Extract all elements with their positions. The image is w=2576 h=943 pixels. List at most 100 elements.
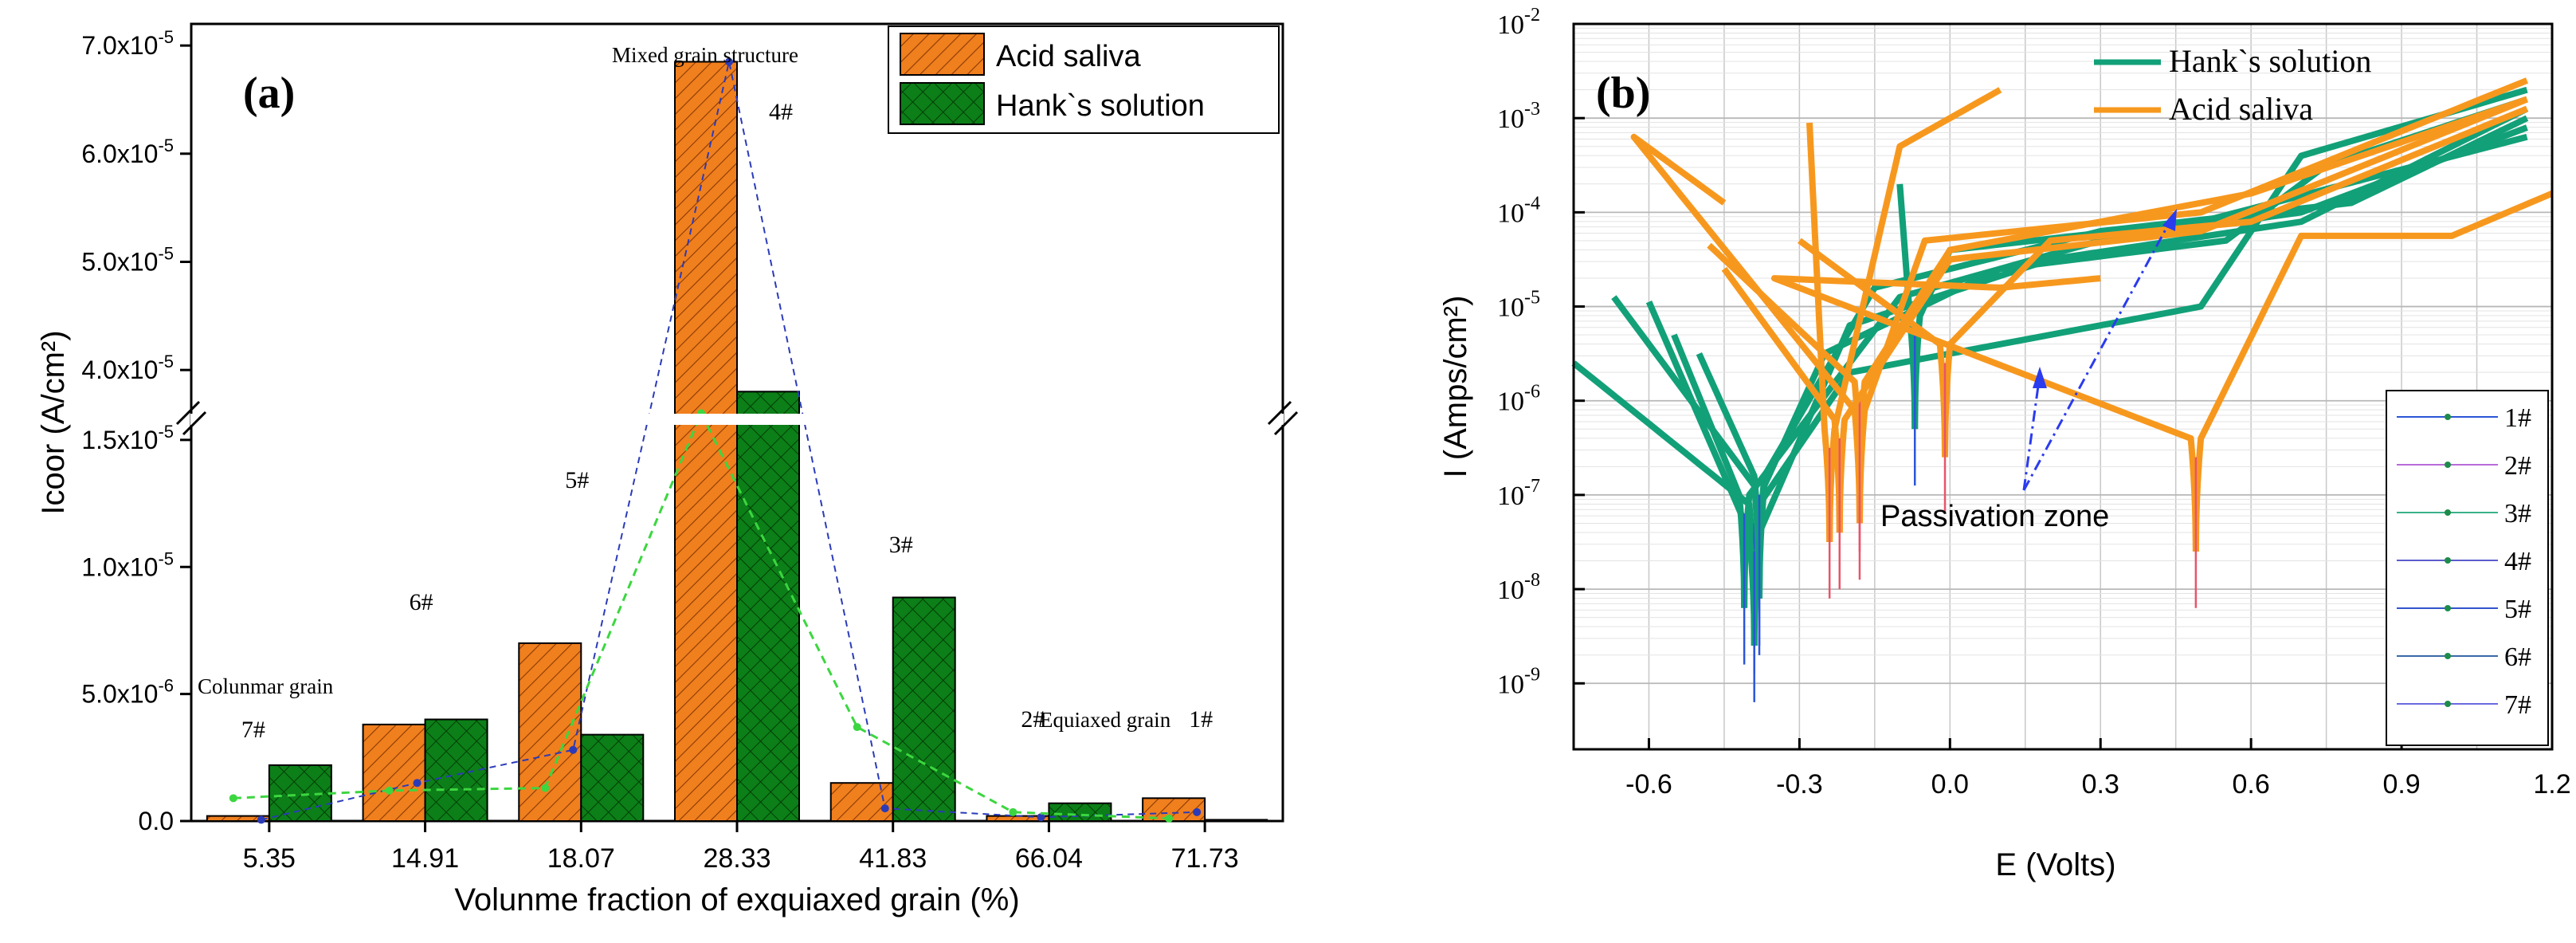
x-axis-ticks-b: -0.6 -0.3 0.0 0.3 0.6 0.9 1.2 [1625,738,2571,800]
trend-point-hanks-2 [385,786,394,795]
curve-anodic-acid-5 [2192,191,2554,552]
x-tick-label-b-0.0: 0.0 [1931,769,1969,800]
x-axis-label-a: Volunme fraction of exquiaxed grain (%) [454,882,1019,917]
trend-point-acid-3 [569,745,578,754]
curve-cathodic-acid-6 [1721,266,1843,533]
bar-acid-saliva-28.33 [674,61,738,822]
x-tick-label-b--0.3: -0.3 [1776,769,1823,800]
axis-break-marks [175,400,1299,436]
panel-label-a: (a) [243,69,295,118]
y-tick-exponent: -5 [158,352,174,371]
trend-point-hanks-1 [229,794,237,803]
curve-anodic-hanks-5 [1741,124,2528,608]
annotation-passivation: Passivation zone [1880,209,2177,533]
y-tick-label-b-6: 10-3 [1497,99,1540,134]
bar-hanks-solution-66.04 [1048,802,1112,822]
sample-legend-label-5: 5# [2504,595,2531,624]
trend-point-acid-5 [880,804,889,813]
x-tick-label-b--0.6: -0.6 [1625,769,1672,800]
x-axis-label-b: E (Volts) [1995,847,2115,882]
sample-legend-label-1: 1# [2504,403,2531,433]
chart-panel-b: -0.6 -0.3 0.0 0.3 0.6 0.9 1.2 10-9 10-8 10-7 10-6… [1438,5,2571,882]
bar-acid-saliva-14.91 [362,723,426,822]
curve-anodic-hanks-4 [1756,115,2529,590]
y-tick-exponent: -5 [158,548,174,568]
trend-point-hanks-5 [853,723,861,732]
curve-cathodic-acid-3 [1707,242,1863,495]
sample-labels: 7# 6# 5# 4# 3# 2# 1# [241,99,1213,743]
sample-legend-marker-3 [2445,509,2451,516]
y-tick-label-b-0: 10-9 [1497,664,1540,699]
annotation-equiaxed-grain: Equiaxed grain [1040,708,1171,732]
legend-swatch-hanks-solution [900,82,985,125]
sample-legend-b: 1# 2# 3# 4# 5# 6# 7# [2386,390,2549,746]
sample-label-3#: 3# [889,532,913,558]
trend-point-acid-6 [1037,813,1045,822]
sample-legend-label-7: 7# [2504,690,2531,720]
x-tick-label-14.91: 14.91 [391,843,459,874]
annotation-columnar-grain: Colunmar grain [198,674,334,698]
bar-acid-saliva-41.83 [829,782,894,822]
y-tick-label-upper-3: 7.0x10-5 [81,27,174,60]
y-tick-exponent-b: -8 [1524,570,1540,591]
axis-break-gap [190,414,1284,425]
curve-anodic-acid-6 [1836,96,2529,533]
sample-label-6#: 6# [410,589,433,615]
annotation-passivation-zone: Passivation zone [1880,500,2109,533]
legend-label-acid-saliva: Acid saliva [996,40,1141,73]
x-axis-ticks: 5.35 14.91 18.07 28.33 41.83 66.04 71.73 [243,821,1239,874]
sample-legend-label-6: 6# [2504,642,2531,672]
sample-legend-label-2: 2# [2504,451,2531,481]
bars-layer [206,61,1268,822]
x-tick-label-b-0.6: 0.6 [2233,769,2270,800]
sample-legend-marker-7 [2445,701,2451,707]
sample-legend-label-3: 3# [2504,499,2531,528]
y-axis-ticks: 0.0 5.0x10-6 1.0x10-5 1.5x10-5 4.0x10-5 5.0x1… [81,27,191,835]
x-tick-label-71.73: 71.73 [1171,843,1239,874]
y-axis-label-b: I (Amps/cm²) [1438,296,1473,478]
bar-hanks-solution-28.33 [736,391,800,822]
bar-hanks-solution-71.73 [1204,819,1268,822]
plot-border-b [1572,22,2554,751]
x-tick-label-28.33: 28.33 [703,843,770,874]
passivation-arrow-1-head [2033,367,2047,388]
y-axis-ticks-b: 10-9 10-8 10-7 10-6 10-5 10-4 10-3 10-2 [1497,5,1585,699]
break-mark-right-1 [1267,400,1292,426]
passivation-arrow-1 [2022,374,2041,491]
trend-point-hanks-6 [1009,807,1017,816]
y-tick-label-b-3: 10-6 [1497,382,1540,417]
bar-hanks-solution-18.07 [580,733,645,822]
sample-legend-marker-4 [2445,557,2451,564]
legend-a: Acid saliva Hank`s solution [888,26,1280,134]
sample-label-1#: 1# [1189,706,1213,733]
chart-panel-a: (a) 0.0 5.0x10-6 1.0x10-5 1.5x10-5 4.0x10-5 5… [36,22,1299,917]
y-tick-label-upper-0: 4.0x10-5 [81,352,174,384]
y-tick-exponent: -5 [158,27,174,47]
legend-b: Hank`s solution Acid saliva [2094,43,2371,127]
sample-legend-marker-2 [2445,462,2451,468]
curve-anodic-acid-4 [1942,105,2529,458]
sample-legend-marker-6 [2445,653,2451,659]
passivation-arrow-2-head [2162,209,2177,231]
curve-cathodic-acid-5 [1770,275,2199,552]
panel-label-b: (b) [1596,69,1650,118]
sample-legend-entries: 1# 2# 3# 4# 5# 6# 7# [2397,403,2531,720]
sample-label-2#: 2# [1021,706,1045,733]
x-tick-label-b-1.2: 1.2 [2533,769,2570,800]
y-tick-exponent-b: -3 [1524,99,1540,120]
y-tick-exponent: -6 [158,676,174,696]
legend-label-hanks-solution: Hank`s solution [996,89,1205,123]
x-tick-label-66.04: 66.04 [1015,843,1083,874]
trend-point-acid-4 [725,57,733,66]
legend-swatch-acid-saliva [900,33,985,76]
trend-point-acid-2 [413,779,421,788]
sample-label-5#: 5# [565,467,589,493]
y-axis-label-a: Icoor (A/cm²) [36,330,71,514]
y-tick-exponent-b: -5 [1524,288,1540,308]
sample-legend-box [2386,390,2549,746]
y-tick-label-lower-0: 0.0 [139,807,174,835]
sample-label-7#: 7# [241,717,265,743]
y-tick-exponent-b: -9 [1524,664,1540,685]
curve-cathodic-hanks-5 [1671,333,1748,608]
